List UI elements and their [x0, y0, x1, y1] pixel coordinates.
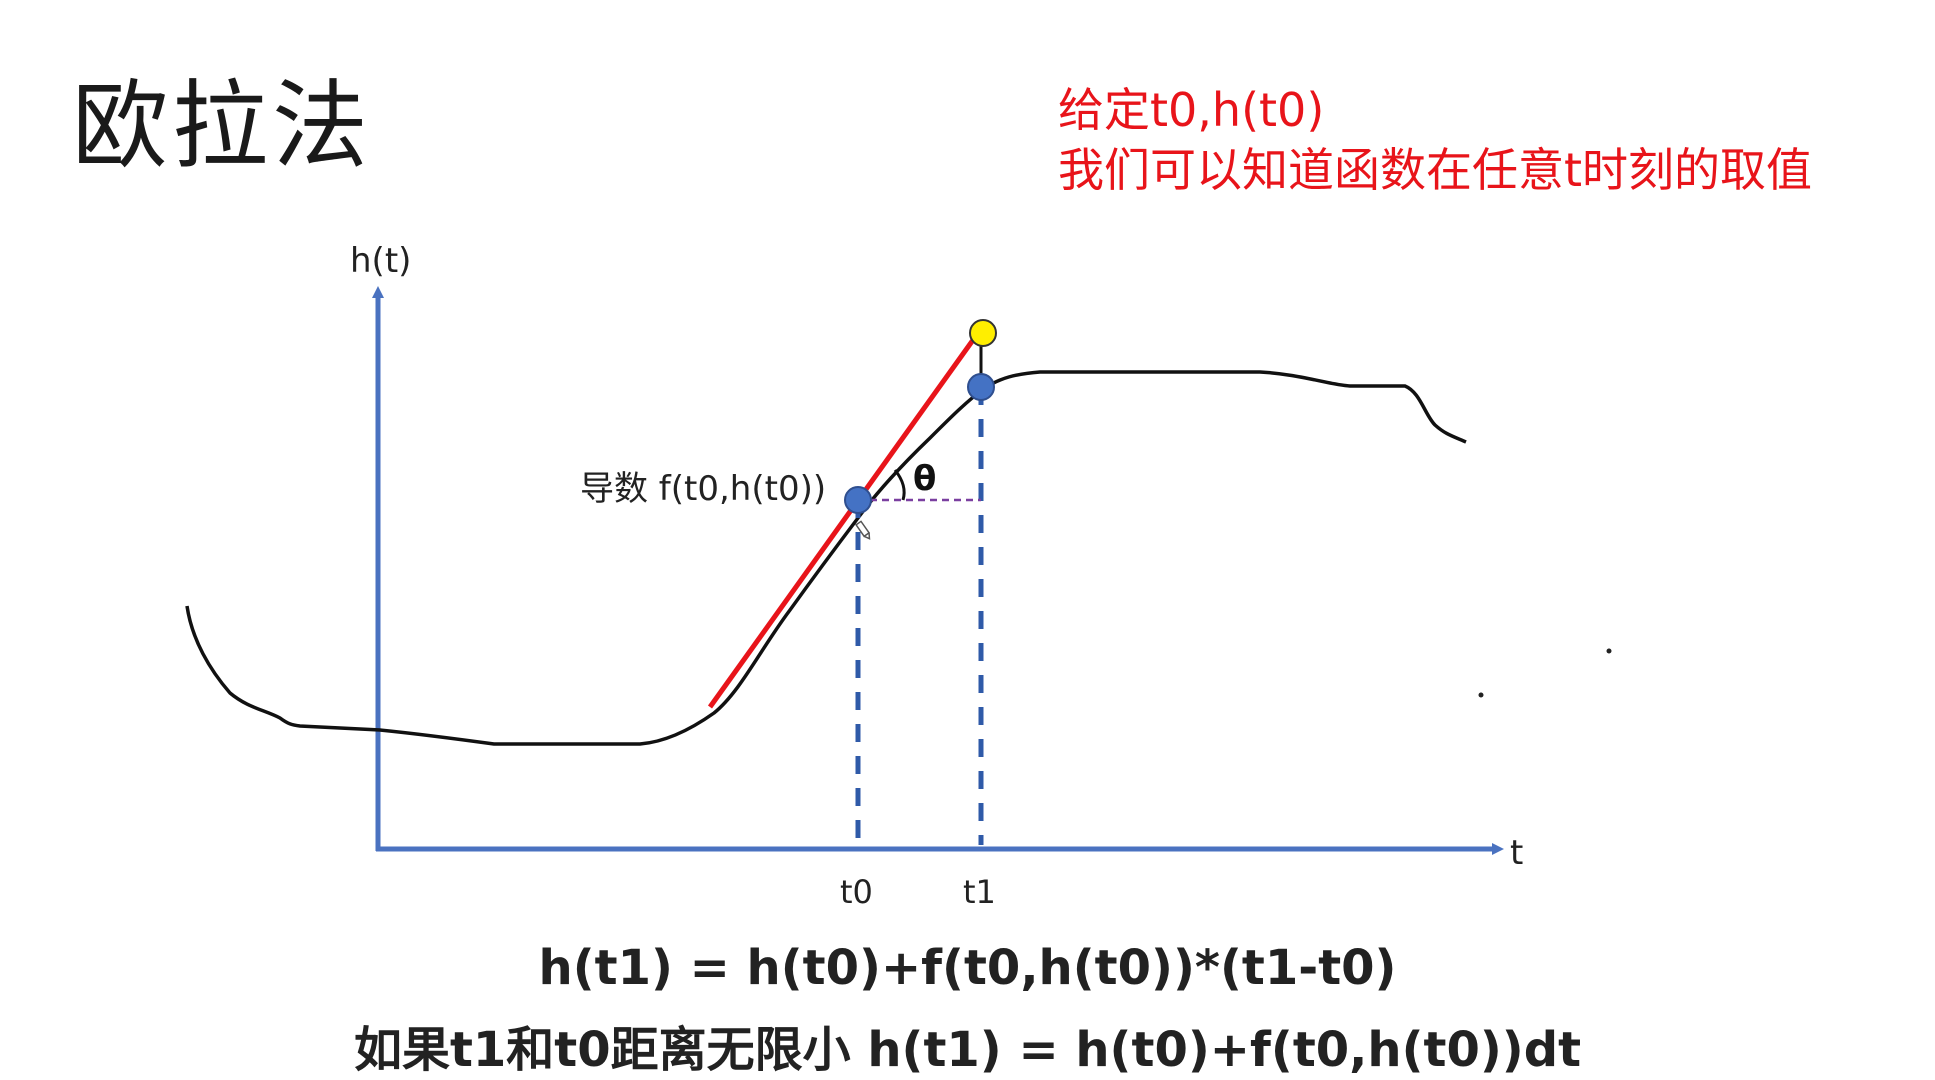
stray-dot	[1606, 648, 1612, 654]
t1-tick-label: t1	[963, 873, 996, 911]
pen-cursor-icon	[855, 520, 871, 540]
note-line-2: 我们可以知道函数在任意t时刻的取值	[1058, 143, 1813, 197]
euler-limit-formula: 如果t1和t0距离无限小 h(t1) = h(t0)+f(t0,h(t0))dt	[353, 1022, 1582, 1078]
tangent-line	[707, 331, 981, 709]
red-note: 给定t0,h(t0) 我们可以知道函数在任意t时刻的取值	[1058, 80, 1812, 200]
y-axis-label: h(t)	[350, 241, 411, 281]
derivative-label: 导数 f(t0,h(t0))	[580, 469, 826, 509]
x-axis-label: t	[1510, 833, 1523, 873]
slide-title: 欧拉法	[72, 70, 372, 182]
t0-point	[844, 486, 872, 514]
t1-curve-point	[967, 373, 995, 401]
angle-arc	[893, 469, 906, 501]
t0-tick-label: t0	[840, 873, 873, 911]
note-line-1: 给定t0,h(t0)	[1058, 83, 1325, 137]
euler-estimate-point	[969, 319, 997, 347]
stray-dot	[1478, 692, 1484, 698]
euler-diagram: h(t) t θ 导数 f(t0,h(t0)) t0 t1	[185, 241, 1612, 911]
angle-theta-label: θ	[913, 459, 936, 499]
function-curve	[185, 370, 1467, 746]
euler-formula: h(t1) = h(t0)+f(t0,h(t0))*(t1-t0)	[538, 940, 1397, 996]
